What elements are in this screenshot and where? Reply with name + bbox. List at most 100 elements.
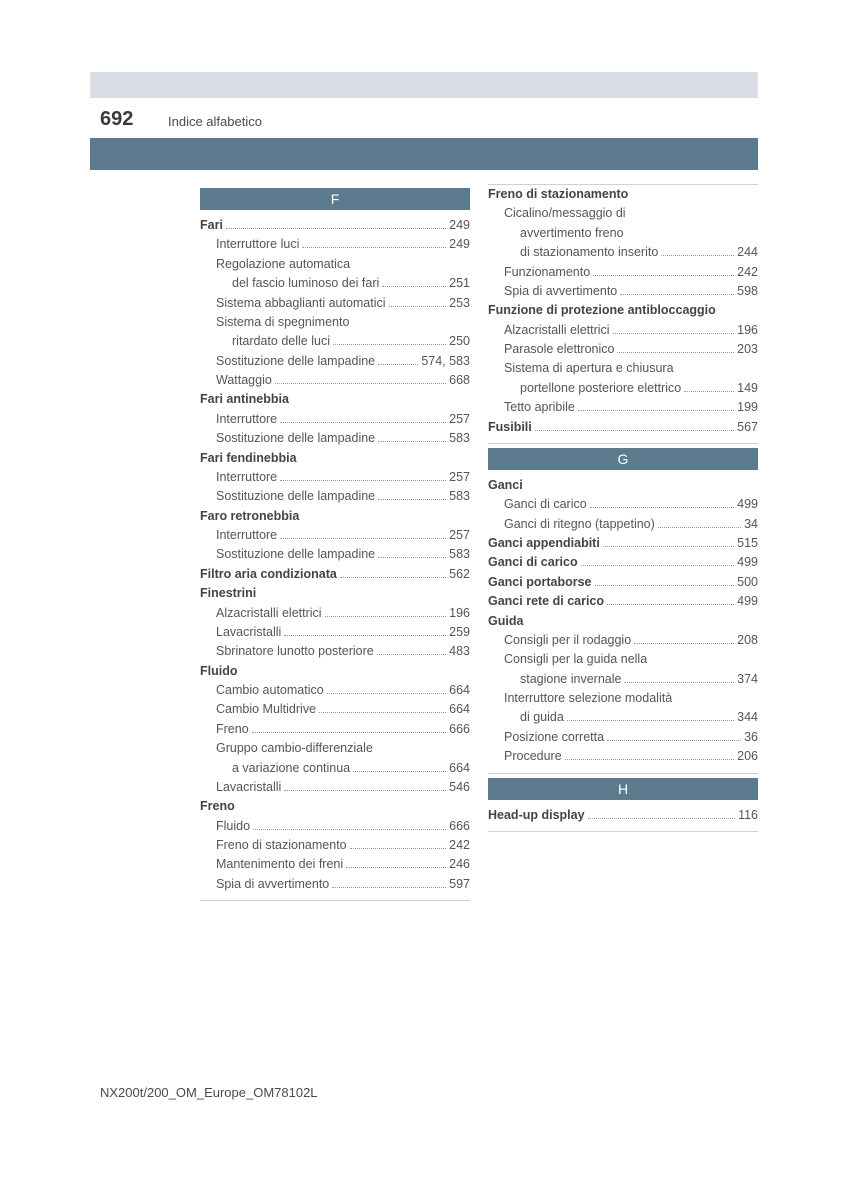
index-entry: Fluido [200,662,470,681]
index-entry: di stazionamento inserito244 [488,243,758,262]
leader-dots [607,740,741,741]
index-entry: Ganci portaborse500 [488,573,758,592]
leader-dots [593,275,734,276]
leader-dots [590,507,734,508]
index-entry: Funzionamento242 [488,263,758,282]
entry-text: Funzionamento [504,263,590,282]
leader-dots [280,538,446,539]
entry-text: Ganci di carico [488,553,578,572]
entry-page: 483 [449,642,470,661]
entry-page: 199 [737,398,758,417]
entry-text: Wattaggio [216,371,272,390]
entry-text: Freno [216,720,249,739]
entry-text: Posizione corretta [504,728,604,747]
entry-page: 246 [449,855,470,874]
index-entry: Freno di stazionamento [488,185,758,204]
entry-page: 664 [449,759,470,778]
entry-text: Ganci di ritegno (tappetino) [504,515,655,534]
index-entry: Fluido666 [200,817,470,836]
entry-page: 196 [737,321,758,340]
entry-text: Ganci di carico [504,495,587,514]
index-entry: Consigli per la guida nella [488,650,758,669]
leader-dots [346,867,446,868]
entry-page: 574, 583 [421,352,470,371]
page-title: Indice alfabetico [168,114,262,129]
index-entry: Tetto apribile199 [488,398,758,417]
entry-text: Cambio Multidrive [216,700,316,719]
index-entry: Sostituzione delle lampadine583 [200,487,470,506]
entry-text: di stazionamento inserito [520,243,658,262]
entry-text: Freno di stazionamento [488,185,628,204]
leader-dots [333,344,446,345]
entry-text: Interruttore selezione modalità [504,689,672,708]
entry-text: Regolazione automatica [216,255,350,274]
entry-text: Fari fendinebbia [200,449,297,468]
leader-dots [280,422,446,423]
index-entry: Ganci di carico 499 [488,495,758,514]
entry-text: Sistema di spegnimento [216,313,349,332]
index-entry: stagione invernale 374 [488,670,758,689]
leader-dots [377,654,446,655]
entry-page: 583 [449,487,470,506]
index-entry: Finestrini [200,584,470,603]
entry-text: del fascio luminoso dei fari [232,274,379,293]
entry-page: 374 [737,670,758,689]
index-entry: Lavacristalli259 [200,623,470,642]
entry-text: Spia di avvertimento [216,875,329,894]
leader-dots [617,352,734,353]
leader-dots [325,616,447,617]
index-entry: Ganci rete di carico499 [488,592,758,611]
entry-page: 249 [449,216,470,235]
entry-text: Spia di avvertimento [504,282,617,301]
leader-dots [353,771,446,772]
leader-dots [588,818,736,819]
index-entry: Wattaggio668 [200,371,470,390]
entry-text: Consigli per la guida nella [504,650,647,669]
entry-page: 149 [737,379,758,398]
index-entry: Freno666 [200,720,470,739]
entry-text: stagione invernale [520,670,621,689]
index-entry: Ganci appendiabiti515 [488,534,758,553]
entry-text: Sostituzione delle lampadine [216,429,375,448]
leader-dots [624,682,734,683]
index-entry: Interruttore257 [200,526,470,545]
entry-text: Ganci [488,476,523,495]
leader-dots [389,306,447,307]
entry-text: Cicalino/messaggio di [504,204,626,223]
entry-text: Sistema di apertura e chiusura [504,359,674,378]
index-entry: Cambio automatico664 [200,681,470,700]
entry-page: 567 [737,418,758,437]
index-entry: Cambio Multidrive664 [200,700,470,719]
leader-dots [567,720,734,721]
index-entry: Sostituzione delle lampadine583 [200,545,470,564]
entry-page: 259 [449,623,470,642]
bottom-rule-left [200,900,470,901]
entry-page: 499 [737,495,758,514]
letter-header-g: G [488,448,758,470]
entry-text: Parasole elettronico [504,340,614,359]
index-entry: Sistema di spegnimento [200,313,470,332]
leader-dots [658,527,741,528]
leader-dots [620,294,734,295]
index-entry: portellone posteriore elettrico149 [488,379,758,398]
entry-text: Fari antinebbia [200,390,289,409]
entry-text: Ganci portaborse [488,573,592,592]
entry-text: Head-up display [488,806,585,825]
entry-text: Funzione di protezione antibloccaggio [488,301,716,320]
entry-text: Faro retronebbia [200,507,299,526]
entry-text: Mantenimento dei freni [216,855,343,874]
entry-text: Fluido [216,817,250,836]
leader-dots [378,364,418,365]
index-entry: Freno [200,797,470,816]
index-entry: Head-up display116 [488,806,758,825]
index-columns: F Fari249Interruttore luci249Regolazione… [200,184,758,901]
index-entry: Alzacristalli elettrici196 [200,604,470,623]
index-entry: Funzione di protezione antibloccaggio [488,301,758,320]
entry-text: Ganci appendiabiti [488,534,600,553]
index-entry: Fusibili567 [488,418,758,437]
entry-page: 499 [737,592,758,611]
leader-dots [284,635,446,636]
leader-dots [378,441,446,442]
entry-page: 598 [737,282,758,301]
index-entry: a variazione continua664 [200,759,470,778]
